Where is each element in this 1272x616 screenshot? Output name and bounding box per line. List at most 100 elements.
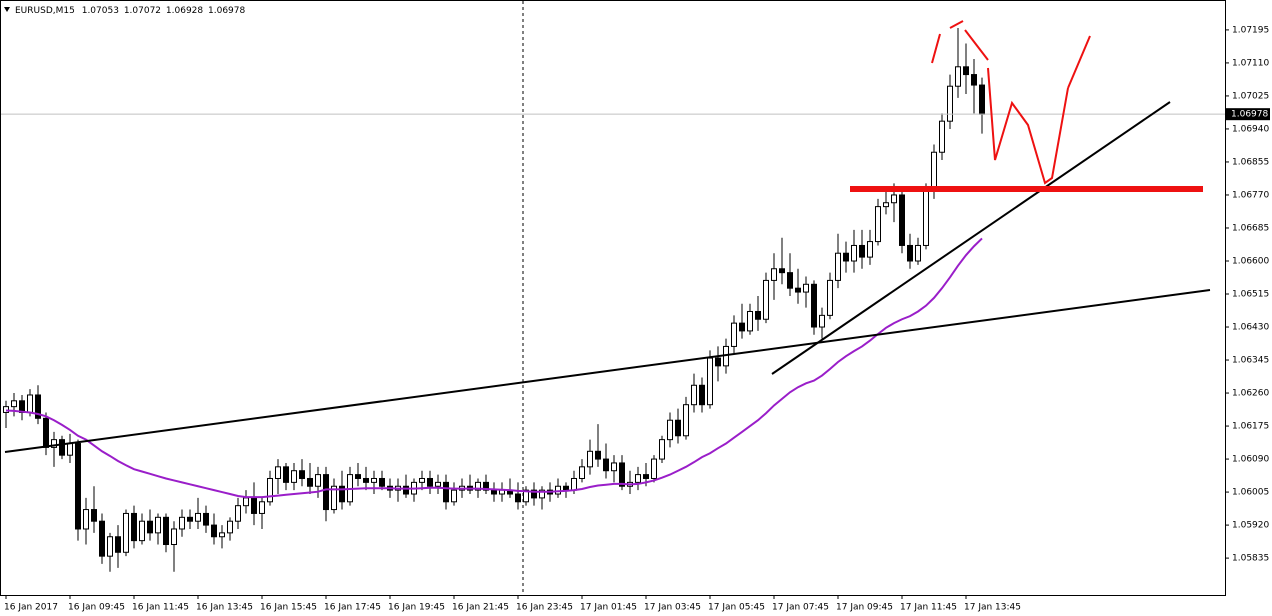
- candle-body: [171, 528, 177, 546]
- candle-body: [187, 516, 193, 522]
- bid-label-box: [1226, 108, 1270, 121]
- candle-body: [155, 516, 161, 534]
- candle-body: [731, 322, 737, 347]
- candle-body: [635, 474, 641, 483]
- candle-body: [643, 474, 649, 479]
- y-tick-label: 1.05920: [1232, 521, 1269, 531]
- candle-body: [371, 477, 377, 483]
- y-tick-label: 1.06175: [1232, 422, 1269, 432]
- trend-line: [771, 101, 1171, 375]
- candle-body: [315, 474, 321, 487]
- x-tick-label: 16 Jan 15:45: [260, 603, 317, 613]
- candle-body: [355, 474, 361, 479]
- candle-body: [91, 509, 97, 522]
- candle-body: [747, 310, 753, 332]
- candle-body: [571, 477, 577, 491]
- candle-body: [43, 417, 49, 448]
- header-arrow: [4, 7, 10, 12]
- candle-body: [35, 394, 41, 419]
- x-tick-label: 17 Jan 05:45: [708, 603, 765, 613]
- candle-body: [67, 443, 73, 456]
- candle-body: [539, 489, 545, 499]
- user-drawings: [4, 20, 1211, 453]
- candle-body: [443, 481, 449, 503]
- x-tick-label: 17 Jan 09:45: [836, 603, 893, 613]
- candle-body: [419, 477, 425, 483]
- candle-body: [163, 516, 169, 546]
- candle-body: [235, 505, 241, 522]
- x-tick-label: 16 Jan 19:45: [388, 603, 445, 613]
- projection-path: [987, 67, 1069, 185]
- candle-body: [659, 439, 665, 460]
- candle-body: [715, 357, 721, 367]
- candle-body: [491, 489, 497, 495]
- candle-body: [563, 485, 569, 491]
- candle-body: [531, 489, 537, 499]
- candle-body: [323, 474, 329, 511]
- candle-body: [299, 470, 305, 479]
- candle-body: [59, 439, 65, 456]
- candle-body: [363, 477, 369, 483]
- candle-body: [339, 485, 345, 503]
- candle-body: [251, 497, 257, 514]
- x-tick-label: 16 Jan 13:45: [196, 603, 253, 613]
- x-tick-label: 16 Jan 23:45: [516, 603, 573, 613]
- y-tick-label: 1.07025: [1232, 91, 1269, 101]
- candle-body: [651, 458, 657, 479]
- symbol: EURUSD,M15: [15, 6, 75, 16]
- projection-path: [964, 29, 989, 61]
- candle-body: [763, 279, 769, 320]
- candle-body: [779, 268, 785, 274]
- candle-body: [579, 466, 585, 479]
- candle-body: [971, 74, 977, 86]
- header-open: 1.07053: [82, 6, 119, 16]
- candle-body: [683, 404, 689, 437]
- candle-body: [931, 151, 937, 192]
- candle-body: [867, 241, 873, 258]
- y-tick-label: 1.06685: [1232, 223, 1269, 233]
- x-tick-label: 16 Jan 11:45: [132, 603, 189, 613]
- candle-body: [587, 450, 593, 468]
- x-tick-label: 17 Jan 11:45: [900, 603, 957, 613]
- candle-body: [115, 536, 121, 553]
- plot-frame: [0, 0, 1226, 596]
- candle-body: [195, 512, 201, 522]
- candle-body: [475, 481, 481, 491]
- projection-path: [931, 33, 941, 64]
- y-tick-label: 1.07195: [1232, 25, 1269, 35]
- candle-body: [691, 384, 697, 406]
- candle-body: [83, 509, 89, 530]
- candle-body: [891, 194, 897, 204]
- header-high: 1.07072: [124, 6, 161, 16]
- x-tick-label: 16 Jan 21:45: [452, 603, 509, 613]
- candle-body: [275, 466, 281, 479]
- candle-body: [3, 406, 9, 413]
- chart-header: EURUSD,M15 1.07053 1.07072 1.06928 1.069…: [15, 6, 245, 16]
- candle-body: [835, 252, 841, 281]
- candle-body: [75, 443, 81, 530]
- candles: [3, 27, 985, 572]
- x-tick-label: 17 Jan 07:45: [772, 603, 829, 613]
- candle-body: [899, 194, 905, 246]
- candle-body: [667, 419, 673, 441]
- candle-body: [707, 357, 713, 406]
- candle-body: [699, 384, 705, 406]
- candle-body: [859, 244, 865, 258]
- candle-body: [515, 493, 521, 503]
- candle-body: [283, 466, 289, 483]
- trend-line: [4, 289, 1211, 453]
- x-tick-label: 17 Jan 01:45: [580, 603, 637, 613]
- candle-body: [819, 314, 825, 328]
- x-tick-label: 16 Jan 09:45: [68, 603, 125, 613]
- candle-body: [51, 439, 57, 448]
- candle-body: [843, 252, 849, 262]
- candle-body: [451, 489, 457, 503]
- y-tick-label: 1.06770: [1232, 190, 1269, 200]
- header-low: 1.06928: [166, 6, 203, 16]
- candle-body: [875, 206, 881, 243]
- candle-body: [827, 279, 833, 316]
- candle-body: [483, 481, 489, 491]
- x-tick-label: 17 Jan 03:45: [644, 603, 701, 613]
- candle-body: [795, 287, 801, 293]
